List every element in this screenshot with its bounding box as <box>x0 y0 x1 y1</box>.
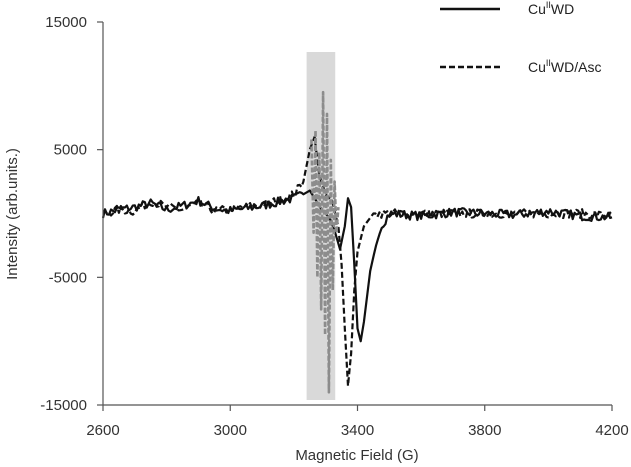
x-tick-label: 2600 <box>86 422 119 439</box>
legend-label-cuwd-tail: WD <box>551 1 574 17</box>
legend-label-cuwd-asc-sup: II <box>546 58 551 68</box>
x-tick-label: 3400 <box>341 422 374 439</box>
y-tick-label: -5000 <box>49 269 87 286</box>
y-axis-label: Intensity (arb.units.) <box>4 148 21 280</box>
y-tick-label: 15000 <box>45 14 87 31</box>
legend-label-cuwd-asc-base: Cu <box>528 59 546 75</box>
legend-label-cuwd-sup: II <box>546 0 551 10</box>
legend-label-cuwd-asc-tail: WD/Asc <box>551 59 602 75</box>
y-tick-label: 5000 <box>54 142 87 159</box>
series-line-cuwd-asc <box>102 135 613 387</box>
legend: CuIIWD CuIIWD/Asc <box>440 0 601 75</box>
legend-label-cuwd: CuIIWD <box>528 0 574 17</box>
x-tick-label: 3800 <box>468 422 501 439</box>
series-layer <box>101 90 613 394</box>
x-tick-label: 4200 <box>595 422 628 439</box>
y-tick-label: -15000 <box>40 397 87 414</box>
tick-layer: 15000 5000 -5000 -15000 2600 3000 3400 3800 4200 <box>40 14 628 439</box>
series-line-cuwd <box>101 189 613 343</box>
x-axis-label: Magnetic Field (G) <box>295 447 418 464</box>
x-tick-label: 3000 <box>214 422 247 439</box>
legend-label-cuwd-base: Cu <box>528 1 546 17</box>
series-line-highlight-dashed <box>310 90 340 394</box>
legend-label-cuwd-asc: CuIIWD/Asc <box>528 58 601 75</box>
